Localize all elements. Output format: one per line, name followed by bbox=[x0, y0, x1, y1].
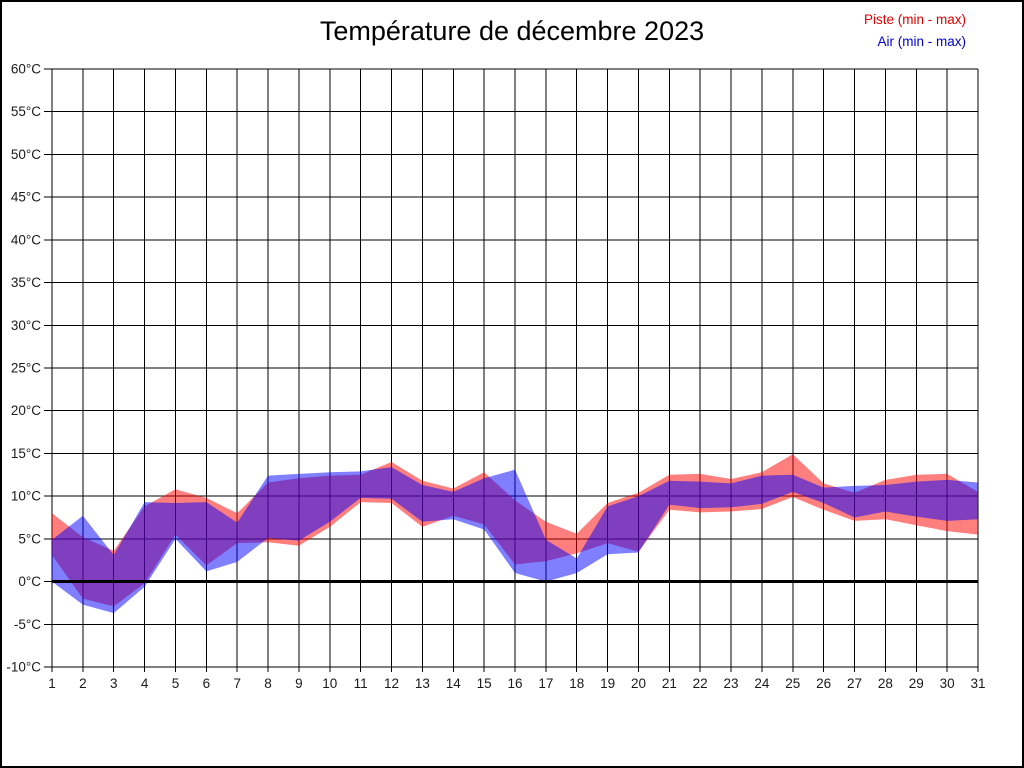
y-tick-label: -5°C bbox=[14, 617, 41, 632]
y-tick-label: 0°C bbox=[18, 574, 41, 589]
x-tick-label: 17 bbox=[538, 676, 553, 691]
x-tick-label: 19 bbox=[600, 676, 615, 691]
x-tick-label: 30 bbox=[940, 676, 955, 691]
band-air bbox=[52, 467, 978, 614]
y-tick-label: 20°C bbox=[11, 403, 41, 418]
x-tick-label: 18 bbox=[569, 676, 584, 691]
x-tick-label: 29 bbox=[909, 676, 924, 691]
y-tick-label: 5°C bbox=[18, 531, 41, 546]
x-tick-label: 24 bbox=[754, 676, 770, 691]
x-tick-label: 16 bbox=[507, 676, 522, 691]
x-tick-label: 20 bbox=[631, 676, 646, 691]
x-tick-label: 13 bbox=[415, 676, 430, 691]
x-tick-label: 31 bbox=[970, 676, 985, 691]
y-tick-label: 35°C bbox=[11, 275, 41, 290]
x-tick-label: 15 bbox=[477, 676, 492, 691]
x-tick-label: 5 bbox=[172, 676, 180, 691]
y-tick-label: 55°C bbox=[11, 104, 41, 119]
y-tick-label: 15°C bbox=[11, 446, 41, 461]
x-tick-label: 2 bbox=[79, 676, 87, 691]
y-tick-label: 30°C bbox=[11, 318, 41, 333]
grid bbox=[44, 68, 979, 672]
y-tick-label: -10°C bbox=[6, 660, 41, 675]
x-tick-label: 27 bbox=[847, 676, 862, 691]
x-tick-label: 14 bbox=[446, 676, 462, 691]
x-tick-label: 10 bbox=[322, 676, 337, 691]
legend-item-air: Air (min - max) bbox=[877, 34, 967, 49]
x-tick-label: 21 bbox=[662, 676, 677, 691]
legend-item-piste: Piste (min - max) bbox=[863, 12, 966, 27]
x-tick-label: 3 bbox=[110, 676, 118, 691]
y-tick-label: 10°C bbox=[11, 489, 41, 504]
y-tick-label: 40°C bbox=[11, 232, 41, 247]
chart-title: Température de décembre 2023 bbox=[319, 16, 705, 46]
x-tick-label: 22 bbox=[693, 676, 708, 691]
x-tick-label: 25 bbox=[785, 676, 800, 691]
x-tick-label: 6 bbox=[203, 676, 211, 691]
chart-legend: Piste (min - max) Air (min - max) bbox=[864, 9, 966, 53]
x-tick-label: 12 bbox=[384, 676, 399, 691]
x-tick-label: 8 bbox=[264, 676, 272, 691]
x-tick-label: 28 bbox=[878, 676, 893, 691]
y-tick-label: 45°C bbox=[11, 190, 41, 205]
x-tick-label: 23 bbox=[724, 676, 739, 691]
y-tick-label: 50°C bbox=[11, 147, 41, 162]
x-tick-label: 1 bbox=[48, 676, 56, 691]
x-tick-label: 26 bbox=[816, 676, 831, 691]
y-tick-label: 25°C bbox=[11, 361, 41, 376]
x-tick-label: 9 bbox=[295, 676, 303, 691]
axis-labels: -10°C -5°C 0°C 5°C 10°C 15°C 20°C 25°C 30°C 35°C 4… bbox=[6, 62, 985, 692]
x-tick-label: 7 bbox=[233, 676, 241, 691]
x-tick-label: 4 bbox=[141, 676, 149, 691]
y-tick-label: 60°C bbox=[11, 62, 41, 77]
x-tick-label: 11 bbox=[354, 676, 368, 691]
